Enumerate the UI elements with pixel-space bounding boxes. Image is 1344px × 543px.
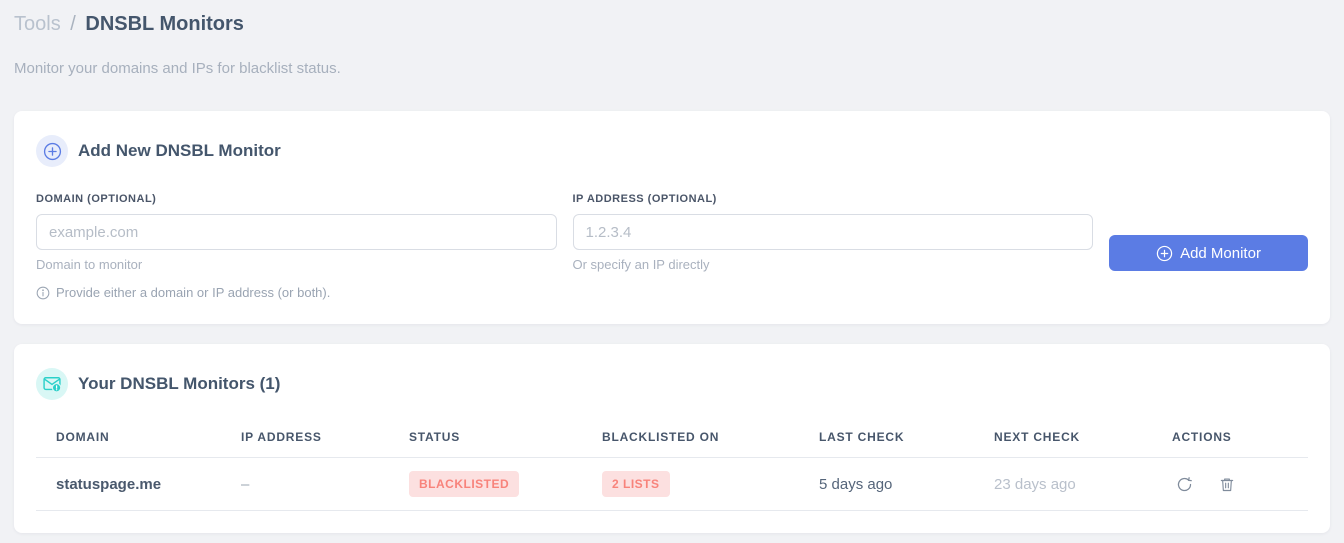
monitor-next-check: 23 days ago [994,457,1172,511]
table-row: statuspage.me – BLACKLISTED 2 LISTS 5 da… [36,457,1308,511]
ip-field-group: IP ADDRESS (OPTIONAL) Or specify an IP d… [572,193,1093,272]
column-header-next-check: NEXT CHECK [994,430,1172,458]
column-header-status: STATUS [409,430,602,458]
monitors-card-title: Your DNSBL Monitors (1) [78,374,281,393]
column-header-ip-address: IP ADDRESS [241,430,409,458]
status-badge: BLACKLISTED [409,471,520,497]
monitors-list-card: Your DNSBL Monitors (1) DOMAIN IP ADDRES… [14,344,1330,533]
blacklisted-on-badge[interactable]: 2 LISTS [602,471,670,497]
monitor-ip-address: – [241,457,409,511]
add-monitor-button[interactable]: Add Monitor [1109,235,1308,271]
add-monitor-card: Add New DNSBL Monitor DOMAIN (OPTIONAL) … [14,111,1330,324]
ip-field-label: IP ADDRESS (OPTIONAL) [572,193,717,205]
domain-field-label: DOMAIN (OPTIONAL) [36,193,157,205]
row-actions [1172,476,1308,493]
column-header-actions: ACTIONS [1172,430,1308,458]
breadcrumb-separator: / [70,13,76,35]
domain-field-group: DOMAIN (OPTIONAL) Domain to monitor Prov… [36,193,557,300]
add-monitor-card-header: Add New DNSBL Monitor [36,135,1308,167]
ip-field-helper: Or specify an IP directly [572,257,710,272]
ip-address-input[interactable] [572,214,1093,250]
plus-circle-icon [36,135,68,167]
submit-column: Add Monitor [1109,193,1308,271]
form-note: Provide either a domain or IP address (o… [36,285,557,300]
column-header-blacklisted-on: BLACKLISTED ON [602,430,819,458]
domain-field-helper: Domain to monitor [36,257,143,272]
page-subtitle: Monitor your domains and IPs for blackli… [14,60,341,77]
add-monitor-form: DOMAIN (OPTIONAL) Domain to monitor Prov… [36,193,1308,300]
page-title: DNSBL Monitors [85,13,244,35]
add-monitor-card-title: Add New DNSBL Monitor [78,141,281,160]
breadcrumb: Tools / DNSBL Monitors [14,10,1330,38]
domain-input[interactable] [36,214,557,250]
refresh-button[interactable] [1176,476,1193,493]
breadcrumb-tools-link[interactable]: Tools [14,13,61,35]
trash-icon [1220,477,1234,491]
card-footer-space [36,511,1308,533]
monitors-card-header: Your DNSBL Monitors (1) [36,368,1308,400]
table-header-row: DOMAIN IP ADDRESS STATUS BLACKLISTED ON … [36,430,1308,458]
column-header-domain: DOMAIN [36,430,241,458]
monitors-table: DOMAIN IP ADDRESS STATUS BLACKLISTED ON … [36,430,1308,511]
delete-button[interactable] [1219,476,1235,493]
monitor-last-check: 5 days ago [819,457,994,511]
form-note-text: Provide either a domain or IP address (o… [56,285,331,300]
mail-alert-icon [36,368,68,400]
column-header-last-check: LAST CHECK [819,430,994,458]
monitor-domain: statuspage.me [36,457,241,511]
plus-circle-icon [1156,245,1173,261]
info-icon [36,286,50,299]
add-monitor-button-label: Add Monitor [1180,244,1261,262]
refresh-icon [1177,476,1192,491]
